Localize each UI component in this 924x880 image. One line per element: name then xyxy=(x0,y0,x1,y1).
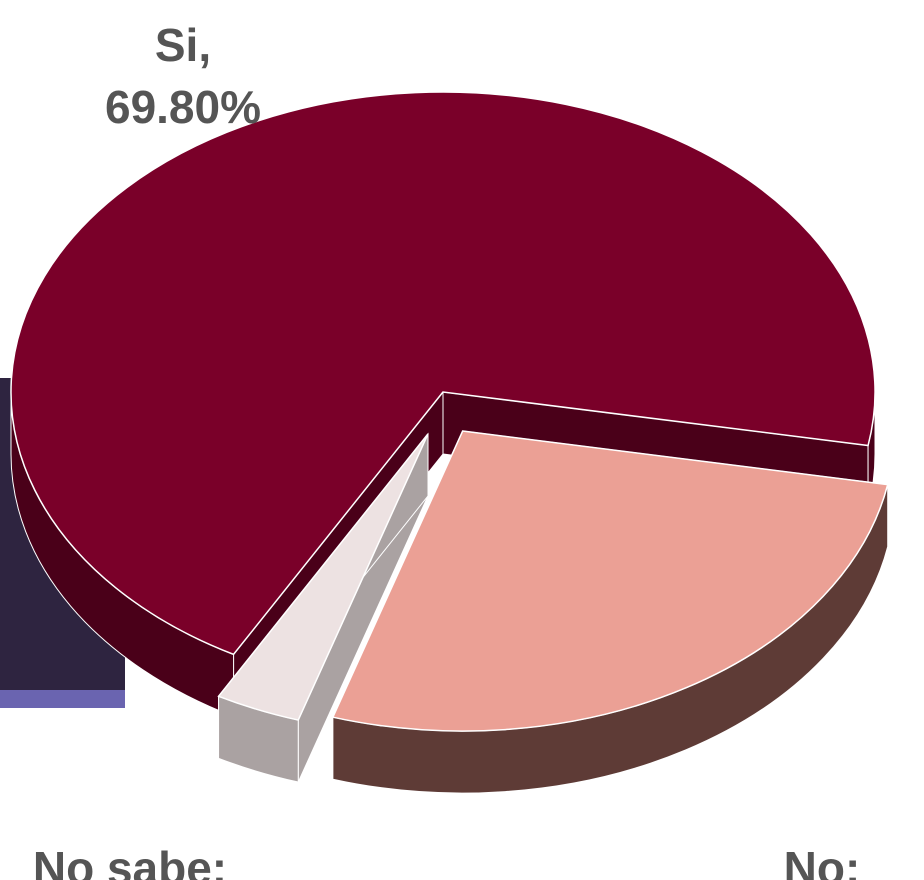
pie-slice xyxy=(217,433,429,721)
category-label: No: xyxy=(784,842,861,880)
category-label: Si, xyxy=(155,19,211,71)
category-label: No sabe: xyxy=(33,842,227,880)
pie-slice xyxy=(331,430,889,732)
pie xyxy=(10,91,889,794)
value-label: 69.80% xyxy=(105,81,261,133)
background-photo-edge xyxy=(0,690,125,708)
labels: Si, 69.80% No: No sabe: xyxy=(33,19,860,880)
pie-slice xyxy=(10,91,876,656)
